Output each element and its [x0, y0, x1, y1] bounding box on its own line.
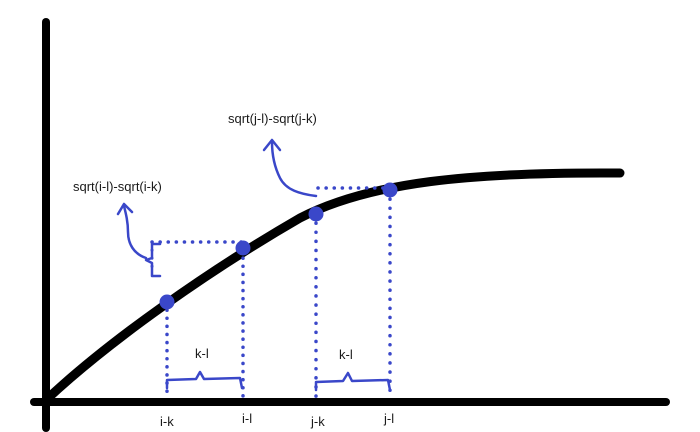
- point-i-l: [235, 240, 251, 256]
- left-difference-arrow: [122, 204, 148, 260]
- right-gap-brace: [314, 371, 392, 392]
- sqrt-curve: [41, 168, 625, 405]
- tick-label-j-l: j-l: [383, 411, 394, 426]
- tick-label-i-k: i-k: [160, 414, 174, 429]
- left-difference-label: sqrt(i-l)-sqrt(i-k): [73, 179, 162, 194]
- right-difference-arrow: [270, 140, 318, 198]
- point-j-l: [382, 182, 398, 198]
- left-gap-label: k-l: [195, 346, 209, 361]
- left-gap-brace: [165, 370, 244, 390]
- tick-label-j-k: j-k: [310, 414, 325, 429]
- tick-label-i-l: i-l: [242, 411, 252, 426]
- right-difference-label: sqrt(j-l)-sqrt(j-k): [228, 111, 317, 126]
- right-arrow-head: [262, 138, 282, 152]
- point-j-k: [308, 206, 324, 222]
- left-difference-bracket: [144, 242, 162, 278]
- left-arrow-head: [116, 202, 134, 216]
- point-i-k: [159, 294, 175, 310]
- right-gap-label: k-l: [339, 347, 353, 362]
